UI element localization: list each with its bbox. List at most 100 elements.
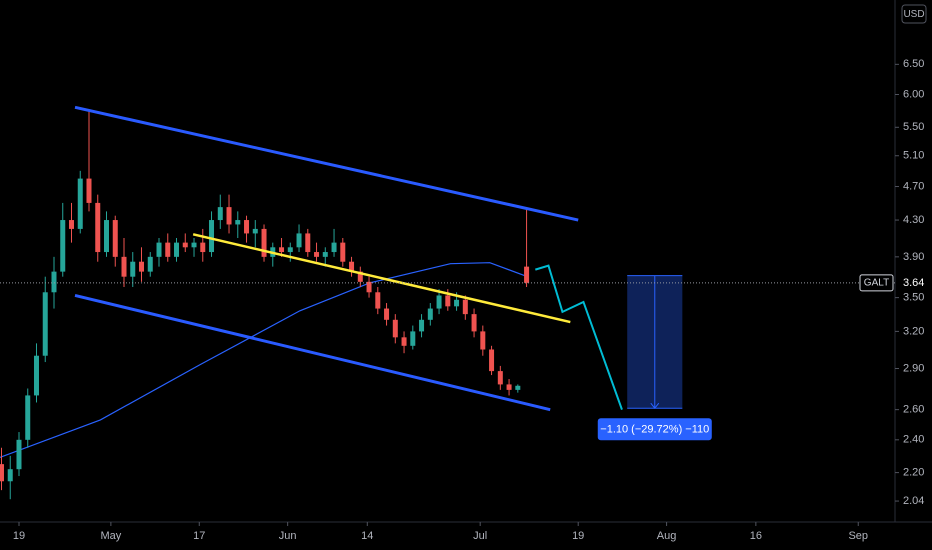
candle-body — [506, 384, 512, 390]
y-tick-label: 2.04 — [903, 495, 924, 507]
candle-body — [191, 242, 197, 248]
candle-body — [42, 292, 48, 356]
candle-body — [68, 220, 74, 229]
candle-body — [287, 247, 293, 253]
measure-arrowhead — [650, 402, 660, 410]
candle-body — [340, 242, 346, 262]
last-price-label: 3.64 — [903, 277, 924, 289]
trendline — [192, 233, 571, 324]
candle-body — [244, 220, 250, 234]
candle-body — [322, 252, 328, 257]
y-tick-label: 2.40 — [903, 434, 924, 446]
candle-body — [252, 228, 258, 234]
candle-body — [305, 233, 311, 253]
currency-box — [901, 4, 927, 24]
candle-body — [60, 220, 66, 272]
y-tick-label: 2.60 — [903, 404, 924, 416]
moving-average — [0, 262, 526, 459]
x-tick-label: Jun — [279, 530, 297, 542]
y-tick-label: 4.30 — [903, 214, 924, 226]
candle-body — [296, 233, 302, 248]
x-tick-label: May — [100, 530, 121, 542]
x-tick-label: Jul — [473, 530, 487, 542]
candle-body — [366, 281, 372, 293]
candle-body — [147, 256, 153, 272]
candle-body — [279, 247, 285, 253]
candle-body — [33, 355, 39, 396]
candle-body — [112, 220, 118, 257]
y-tick-label: 5.50 — [903, 121, 924, 133]
symbol-tag — [859, 274, 894, 292]
candle-body — [480, 331, 486, 350]
candle-body — [462, 299, 468, 315]
candle-body — [489, 349, 495, 372]
y-tick-label: 3.50 — [903, 292, 924, 304]
candle-body — [331, 242, 337, 253]
y-tick-label: 6.00 — [903, 88, 924, 100]
candle-body — [515, 385, 521, 390]
measure-label: −1.10 (−29.72%) −110 — [600, 424, 709, 436]
candle-body — [77, 178, 83, 229]
candle-body — [7, 469, 13, 482]
candle-body — [419, 319, 425, 332]
x-tick-label: 19 — [572, 530, 584, 542]
candle-body — [349, 261, 355, 272]
x-tick-label: 14 — [361, 530, 373, 542]
candle-body — [0, 464, 4, 482]
y-tick-label: 6.50 — [903, 58, 924, 70]
candle-body — [357, 271, 363, 282]
candle-body — [445, 295, 451, 307]
candle-body — [217, 207, 223, 221]
y-tick-label: 3.20 — [903, 325, 924, 337]
trendline — [74, 294, 551, 412]
candle-body — [410, 331, 416, 346]
candle-body — [261, 228, 267, 257]
x-tick-label: 16 — [750, 530, 762, 542]
candle-body — [392, 319, 398, 338]
candle-body — [25, 395, 31, 440]
candle-body — [174, 242, 180, 257]
candle-body — [454, 299, 460, 307]
candle-body — [51, 271, 57, 293]
candle-body — [471, 314, 477, 332]
candle-body — [524, 266, 530, 283]
candle-body — [235, 220, 241, 225]
candle-body — [104, 220, 110, 253]
candle-body — [86, 178, 92, 203]
x-tick-label: Aug — [657, 530, 677, 542]
candle-body — [375, 292, 381, 309]
x-tick-label: 17 — [193, 530, 205, 542]
x-tick-label: Sep — [848, 530, 868, 542]
y-tick-label: 4.70 — [903, 180, 924, 192]
symbol: GALT — [864, 277, 889, 288]
y-tick-label: 3.90 — [903, 251, 924, 263]
candle-body — [121, 256, 127, 277]
trendline — [535, 264, 623, 410]
candle-body — [497, 371, 503, 385]
y-tick-label: 5.10 — [903, 150, 924, 162]
currency: USD — [903, 9, 924, 20]
candle-body — [95, 202, 101, 253]
candle-body — [427, 308, 433, 320]
candle-body — [130, 261, 136, 277]
candle-body — [156, 242, 162, 257]
candle-body — [200, 242, 206, 253]
y-tick-label: 2.20 — [903, 467, 924, 479]
candle-body — [165, 242, 171, 257]
candle-body — [384, 308, 390, 320]
candle-body — [16, 439, 22, 470]
price-tag — [896, 274, 932, 291]
candle-body — [226, 207, 232, 225]
candle-body — [314, 252, 320, 257]
y-tick-label: 2.90 — [903, 362, 924, 374]
x-tick-label: 19 — [13, 530, 25, 542]
candle-body — [401, 337, 407, 346]
candle-body — [182, 242, 188, 248]
measure-label-box — [597, 418, 712, 441]
candle-body — [209, 220, 215, 253]
candle-body — [436, 295, 442, 309]
trendline — [74, 105, 579, 222]
candle-body — [139, 261, 145, 272]
